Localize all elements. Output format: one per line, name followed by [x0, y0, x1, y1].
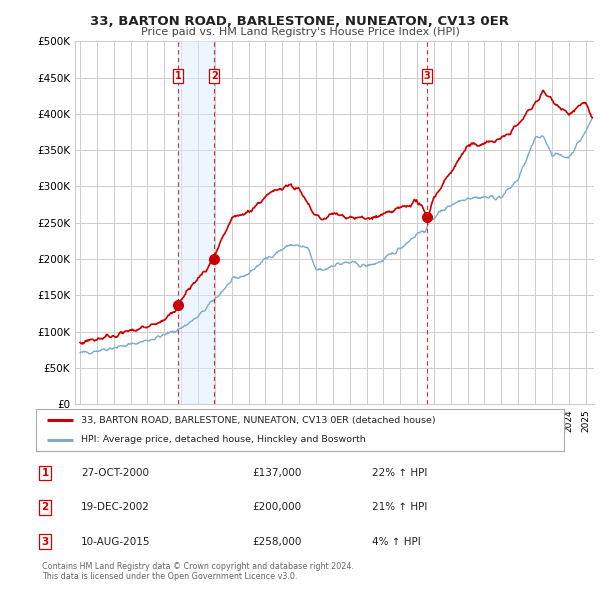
Text: 10-AUG-2015: 10-AUG-2015	[81, 537, 151, 546]
Text: 19-DEC-2002: 19-DEC-2002	[81, 503, 150, 512]
Text: 22% ↑ HPI: 22% ↑ HPI	[372, 468, 427, 478]
Text: 33, BARTON ROAD, BARLESTONE, NUNEATON, CV13 0ER (detached house): 33, BARTON ROAD, BARLESTONE, NUNEATON, C…	[81, 416, 436, 425]
Text: 2: 2	[211, 71, 218, 81]
Text: HPI: Average price, detached house, Hinckley and Bosworth: HPI: Average price, detached house, Hinc…	[81, 435, 365, 444]
Text: 3: 3	[41, 537, 49, 546]
Text: 33, BARTON ROAD, BARLESTONE, NUNEATON, CV13 0ER: 33, BARTON ROAD, BARLESTONE, NUNEATON, C…	[91, 15, 509, 28]
Text: 4% ↑ HPI: 4% ↑ HPI	[372, 537, 421, 546]
Text: Contains HM Land Registry data © Crown copyright and database right 2024.
This d: Contains HM Land Registry data © Crown c…	[42, 562, 354, 581]
Text: 27-OCT-2000: 27-OCT-2000	[81, 468, 149, 478]
Text: 1: 1	[41, 468, 49, 478]
Text: 3: 3	[424, 71, 431, 81]
Text: 1: 1	[175, 71, 182, 81]
Text: 21% ↑ HPI: 21% ↑ HPI	[372, 503, 427, 512]
Text: £137,000: £137,000	[252, 468, 301, 478]
Text: 2: 2	[41, 503, 49, 512]
Text: £200,000: £200,000	[252, 503, 301, 512]
Text: Price paid vs. HM Land Registry's House Price Index (HPI): Price paid vs. HM Land Registry's House …	[140, 27, 460, 37]
Text: £258,000: £258,000	[252, 537, 301, 546]
